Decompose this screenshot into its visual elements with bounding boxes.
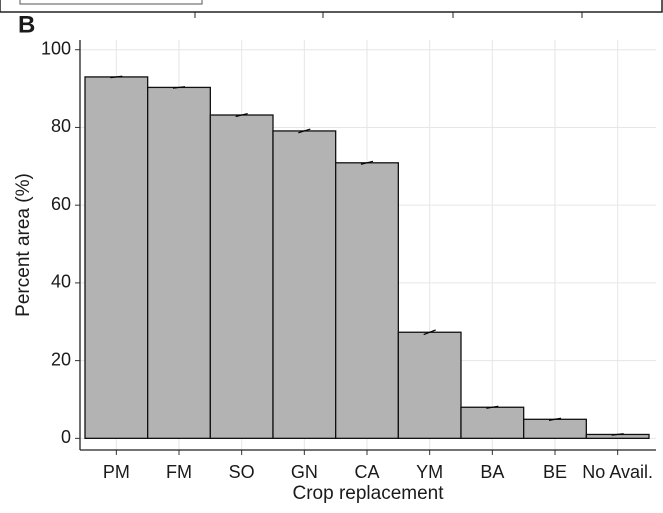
y-axis-title: Percent area (%) [13,173,34,317]
bar [84,76,149,439]
panel-label: B [18,11,35,38]
error-bar [172,86,186,89]
y-tick-label: 60 [51,194,71,214]
x-tick-label: FM [166,462,192,482]
cropped-panel-above [0,0,663,18]
x-tick-label: GN [291,462,318,482]
error-bar [235,112,248,118]
x-axis-title: Crop replacement [292,483,444,504]
x-tick-label: BE [543,462,567,482]
y-tick-label: 0 [61,427,71,447]
x-tick-label: No Avail. [582,462,653,482]
bar [147,86,211,439]
y-tick-label: 80 [51,116,71,136]
x-tick-label: SO [229,462,255,482]
error-bar [298,128,311,134]
error-bar [110,75,123,79]
x-tick-label: CA [354,462,379,482]
y-tick-label: 20 [51,349,71,369]
bar [460,406,525,439]
bar [523,418,587,439]
x-tick-label: PM [103,462,130,482]
error-bar [548,417,562,421]
x-tick-label: BA [480,462,504,482]
bar [335,162,399,439]
x-tick-label: YM [416,462,443,482]
bar [272,130,337,439]
y-tick-label: 40 [51,272,71,292]
bar [397,331,462,439]
error-bar [611,433,624,436]
error-bar [360,160,374,165]
error-bar [486,405,499,409]
y-tick-label: 100 [41,38,71,58]
bar [209,114,274,439]
error-bar [423,329,436,336]
